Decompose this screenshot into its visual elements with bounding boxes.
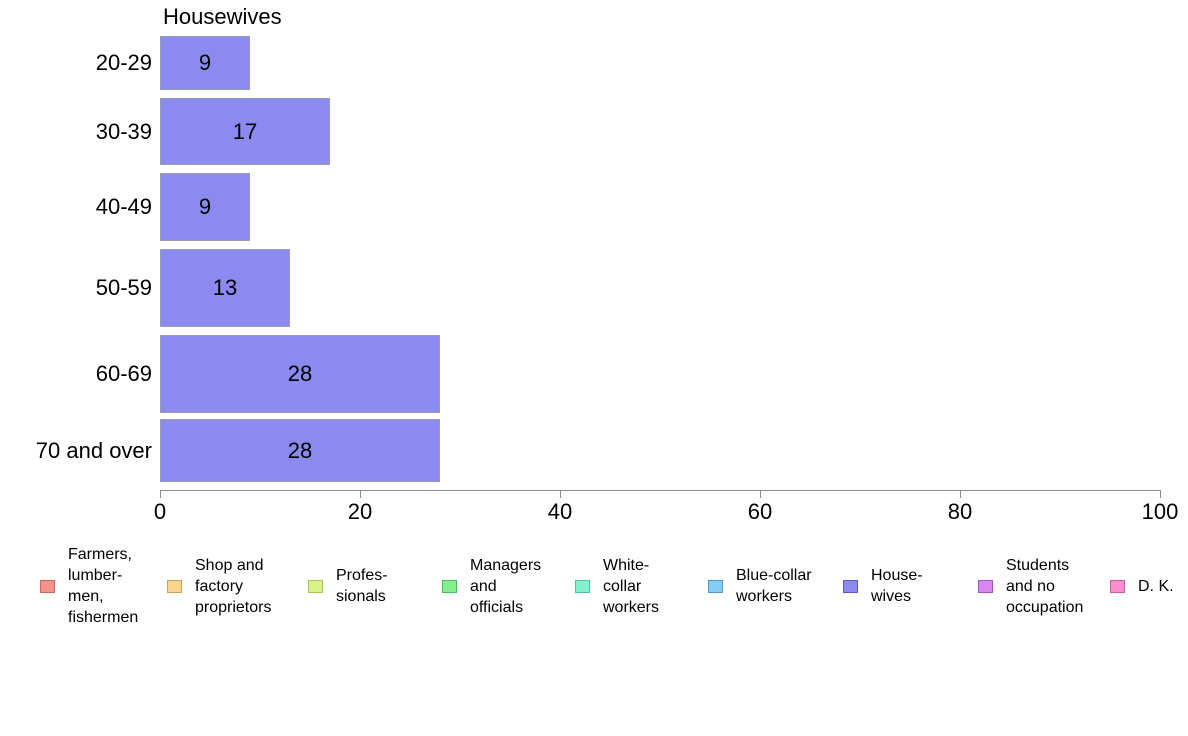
x-axis-tick-label: 80	[947, 499, 973, 524]
bar-row: 20-29 9	[0, 36, 1188, 90]
x-axis-tick	[960, 490, 961, 498]
legend-label: Blue-collar workers	[736, 567, 812, 605]
x-axis-tick-label: 100	[1141, 499, 1179, 524]
legend-swatch-icon	[308, 579, 323, 593]
legend-item-white-collar-workers: White- collar workers	[575, 540, 659, 632]
x-axis-tick	[560, 490, 561, 498]
bar-value-label: 17	[232, 118, 258, 144]
bar-40-49: 9	[160, 173, 250, 241]
bar-50-59: 13	[160, 249, 290, 327]
bar-value-label: 13	[212, 275, 238, 300]
bar-row: 40-49 9	[0, 173, 1188, 241]
legend-label: House- wives	[871, 567, 923, 605]
legend-label: Shop and factory proprietors	[195, 556, 272, 616]
legend-swatch-icon	[40, 579, 55, 593]
bar-value-label: 28	[287, 437, 313, 463]
legend-label: White- collar workers	[603, 556, 660, 616]
x-axis-tick-label: 60	[747, 499, 773, 524]
legend-item-farmers-lumbermen-fishermen: Farmers, lumber- men, fishermen	[40, 540, 138, 632]
legend-item-professionals: Profes- sionals	[308, 540, 388, 632]
bar-row: 30-39 17	[0, 98, 1188, 165]
bar-value-label: 9	[198, 194, 212, 219]
x-axis-line	[160, 490, 1161, 491]
legend-item-d-k: D. K.	[1110, 540, 1174, 632]
bar-value-label: 9	[198, 50, 212, 75]
x-axis-tick-label: 40	[547, 499, 573, 524]
bar-row: 50-59 13	[0, 249, 1188, 327]
bar-row: 70 and over 28	[0, 419, 1188, 482]
x-axis-tick	[160, 490, 161, 498]
legend-item-students-and-no-occupation: Students and no occupation	[978, 540, 1083, 632]
legend-swatch-icon	[167, 579, 182, 593]
legend-label: D. K.	[1138, 577, 1174, 595]
legend-swatch-icon	[978, 579, 993, 593]
legend-item-managers-and-officials: Managers and officials	[442, 540, 541, 632]
y-axis-label-40-49: 40-49	[95, 194, 152, 219]
bar-row: 60-69 28	[0, 335, 1188, 413]
y-axis-label-60-69: 60-69	[95, 361, 152, 386]
bar-30-39: 17	[160, 98, 330, 165]
legend-swatch-icon	[843, 579, 858, 593]
legend-label: Farmers, lumber- men, fishermen	[68, 546, 139, 626]
chart-title: Housewives	[163, 4, 282, 29]
legend-label: Managers and officials	[470, 556, 542, 616]
x-axis-tick	[360, 490, 361, 498]
y-axis-label-20-29: 20-29	[95, 50, 152, 75]
x-axis-tick-label: 20	[347, 499, 373, 524]
y-axis-label-50-59: 50-59	[95, 275, 152, 300]
legend-label: Students and no occupation	[1006, 556, 1084, 616]
bar-20-29: 9	[160, 36, 250, 90]
legend-swatch-icon	[575, 579, 590, 593]
legend-item-blue-collar-workers: Blue-collar workers	[708, 540, 812, 632]
legend-swatch-icon	[1110, 579, 1125, 593]
legend-item-housewives: House- wives	[843, 540, 923, 632]
bar-60-69: 28	[160, 335, 440, 413]
legend-swatch-icon	[708, 579, 723, 593]
legend-item-shop-and-factory-proprietors: Shop and factory proprietors	[167, 540, 271, 632]
y-axis-label-30-39: 30-39	[95, 118, 152, 144]
x-axis-tick-label: 0	[153, 499, 167, 524]
x-axis-tick	[760, 490, 761, 498]
x-axis-tick	[1160, 490, 1161, 498]
legend-label: Profes- sionals	[336, 567, 388, 605]
legend-swatch-icon	[442, 579, 457, 593]
y-axis-label-70-and-over: 70 and over	[35, 437, 152, 463]
bar-70-and-over: 28	[160, 419, 440, 482]
bar-value-label: 28	[287, 361, 313, 386]
